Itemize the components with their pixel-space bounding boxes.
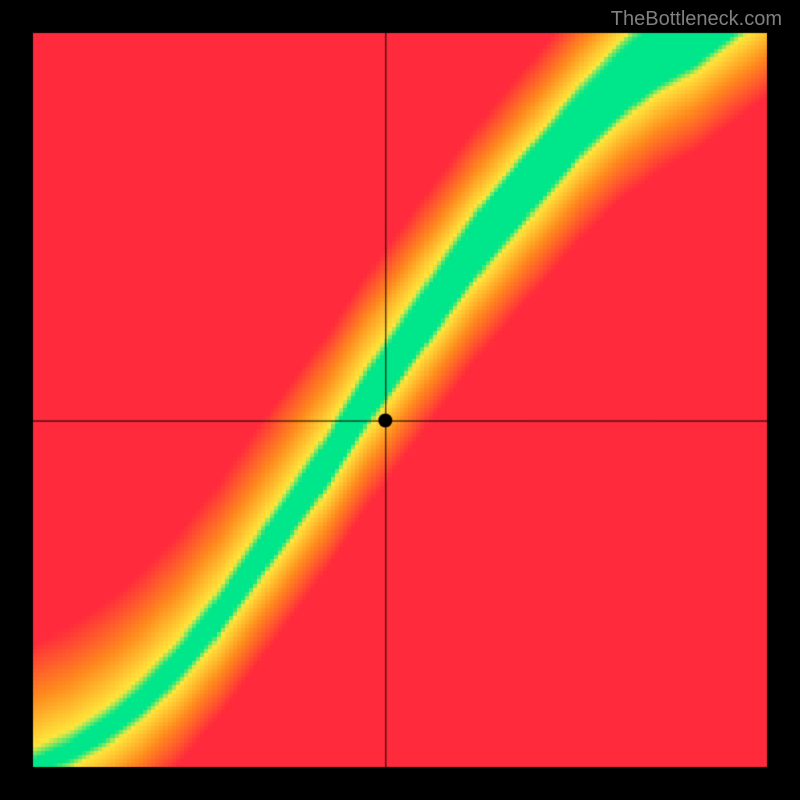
chart-container: TheBottleneck.com (0, 0, 800, 800)
bottleneck-heatmap (0, 0, 800, 800)
watermark-text: TheBottleneck.com (611, 8, 782, 31)
